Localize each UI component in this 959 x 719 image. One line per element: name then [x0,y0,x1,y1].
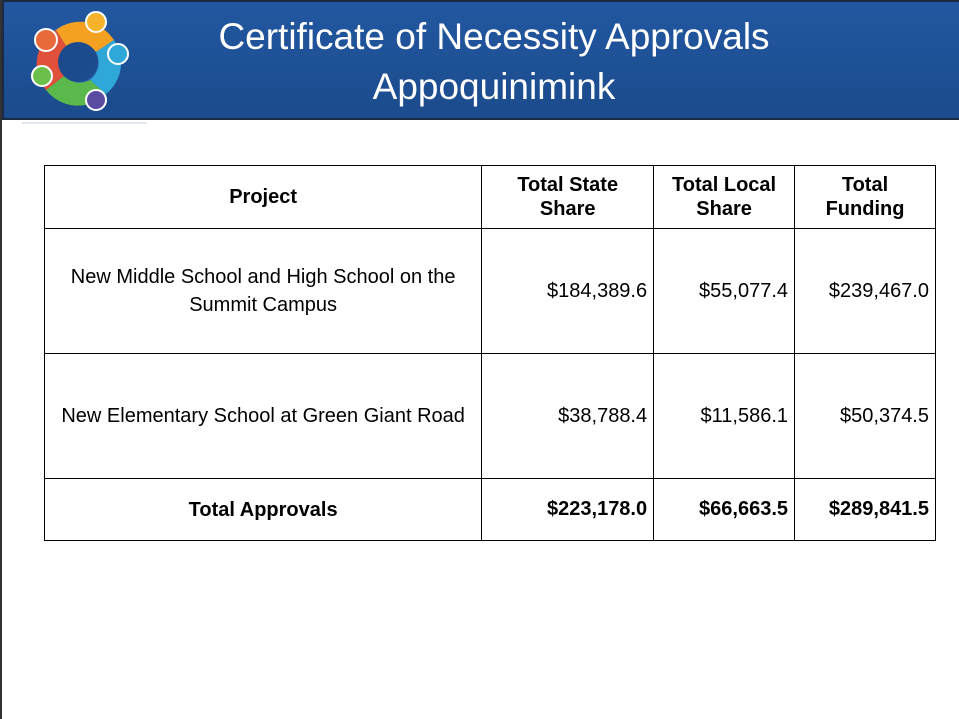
total-cell: $223,178.0 [481,478,655,541]
project-cell: New Elementary School at Green Giant Roa… [43,353,483,479]
column-header: Project [43,165,483,229]
column-header: Total Funding [794,165,936,229]
logo-icon [85,11,107,33]
header-row: Project Total State Share Total Local Sh… [43,165,936,229]
amount-cell: $50,374.5 [794,353,936,479]
column-header: Total State Share [481,165,655,229]
logo [31,11,129,111]
data-row: New Elementary School at Green Giant Roa… [43,353,936,479]
logo-icon [85,89,107,111]
title-line: Certificate of Necessity Approvals [218,16,770,57]
logo-center [58,42,98,82]
header-bar: Certificate of Necessity Approvals Appoq… [2,0,959,120]
title: Certificate of Necessity Approvals Appoq… [154,12,834,112]
title-line: Appoquinimink [372,66,616,107]
total-row: Total Approvals $223,178.0 $66,663.5 $28… [43,478,936,541]
total-cell: $289,841.5 [794,478,936,541]
project-cell: New Middle School and High School on the… [43,228,483,354]
logo-underline [22,122,147,124]
column-header: Total Local Share [653,165,796,229]
amount-cell: $239,467.0 [794,228,936,354]
logo-icon [34,28,58,52]
approvals-table: Project Total State Share Total Local Sh… [43,165,936,541]
data-row: New Middle School and High School on the… [43,228,936,354]
total-label: Total Approvals [43,478,483,541]
total-cell: $66,663.5 [653,478,796,541]
amount-cell: $38,788.4 [481,353,655,479]
amount-cell: $11,586.1 [653,353,796,479]
logo-icon [31,65,53,87]
logo-icon [107,43,129,65]
amount-cell: $184,389.6 [481,228,655,354]
amount-cell: $55,077.4 [653,228,796,354]
